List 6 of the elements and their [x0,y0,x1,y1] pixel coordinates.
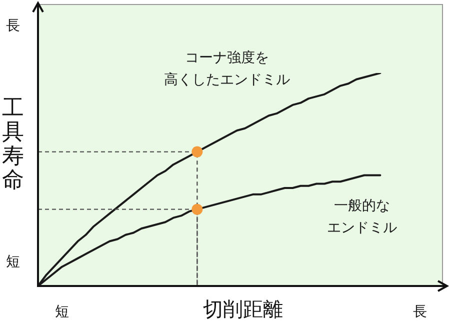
series-label: コーナ強度を高くしたエンドミル [164,50,290,88]
series-label: 一般的なエンドミル [327,198,397,236]
text: 長 [6,18,20,34]
y-axis-title: 工具寿命 [2,96,24,193]
text: 短 [6,254,20,270]
x-axis-title: 切削距離 [203,297,283,321]
